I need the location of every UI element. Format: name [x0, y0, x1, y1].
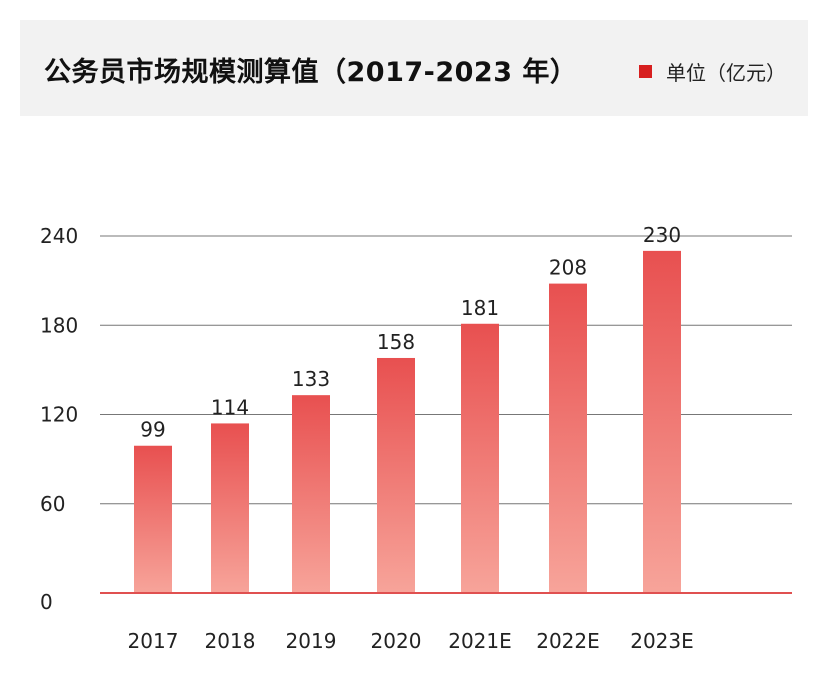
y-tick-label: 120	[40, 403, 78, 427]
data-label: 99	[140, 418, 165, 442]
x-tick-label: 2017	[128, 629, 179, 653]
data-label: 158	[377, 330, 415, 354]
y-tick-label: 240	[40, 224, 78, 248]
legend-label: 单位（亿元）	[666, 61, 786, 85]
bar	[461, 323, 499, 593]
bar	[292, 395, 330, 593]
data-label: 208	[549, 256, 587, 280]
y-tick-label: 180	[40, 313, 78, 337]
y-axis-ticks: 0 60 120 180 240	[40, 224, 78, 614]
x-tick-label: 2018	[205, 629, 256, 653]
bar	[211, 423, 249, 593]
data-label: 230	[643, 223, 681, 247]
y-tick-label: 60	[40, 492, 65, 516]
bar	[643, 250, 681, 593]
data-label: 181	[461, 296, 499, 320]
x-axis-ticks: 2017 2018 2019 2020 2021E 2022E 2023E	[128, 629, 694, 653]
bar	[549, 283, 587, 593]
value-labels: 99 114 133 158 181 208 230	[140, 223, 681, 442]
data-label: 114	[211, 395, 249, 419]
grid-lines	[100, 235, 792, 505]
chart-header: 公务员市场规模测算值（2017-2023 年） 单位（亿元）	[20, 20, 808, 116]
chart-title: 公务员市场规模测算值（2017-2023 年）	[44, 57, 578, 88]
legend: 单位（亿元）	[639, 57, 786, 86]
y-tick-label: 0	[40, 590, 53, 614]
x-tick-label: 2022E	[536, 629, 600, 653]
bar	[377, 357, 415, 593]
data-label: 133	[292, 367, 330, 391]
x-tick-label: 2023E	[630, 629, 694, 653]
x-tick-label: 2020	[371, 629, 422, 653]
bar	[134, 445, 172, 593]
legend-swatch	[639, 65, 652, 78]
x-tick-label: 2021E	[448, 629, 512, 653]
bars	[134, 250, 681, 593]
x-tick-label: 2019	[286, 629, 337, 653]
